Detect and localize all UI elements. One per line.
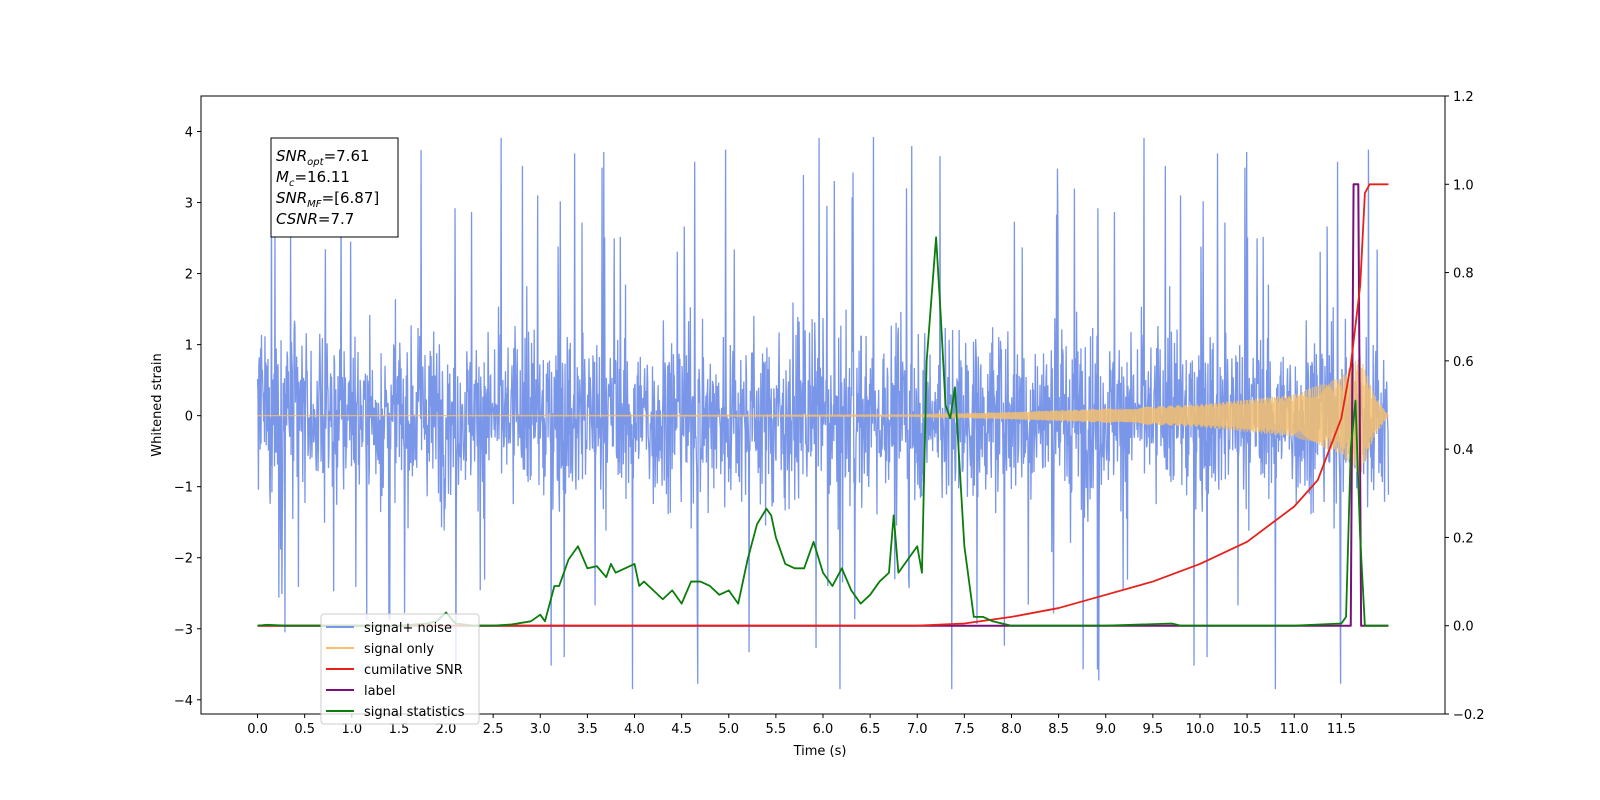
series-layer — [256, 137, 1390, 690]
x-tick-label: 7.0 — [907, 722, 928, 737]
x-tick-label: 2.5 — [483, 722, 504, 737]
x-tick-label: 11.5 — [1327, 722, 1356, 737]
y-tick-label: 1 — [185, 339, 193, 354]
y2-tick-label: 0.4 — [1453, 443, 1474, 458]
annotation-line: Mc=16.11 — [276, 168, 350, 189]
x-tick-label: 1.0 — [341, 722, 362, 737]
x-tick-label: 10.5 — [1233, 722, 1262, 737]
y-axis-label: Whitened strain — [150, 353, 165, 456]
legend-entry-label: cumilative SNR — [364, 663, 463, 678]
legend-entry-label: label — [364, 684, 395, 699]
annotation-line: SNRopt=7.61 — [276, 147, 370, 168]
series-signal-statistics-line — [257, 236, 1389, 627]
legend-entry-label: signal+ noise — [364, 621, 452, 636]
y2-tick-label: 0.0 — [1453, 620, 1474, 635]
x-tick-label: 6.0 — [813, 722, 834, 737]
x-axis-label: Time (s) — [793, 744, 847, 759]
x-tick-label: 3.5 — [577, 722, 598, 737]
x-tick-label: 7.5 — [954, 722, 975, 737]
y-tick-label: −4 — [174, 694, 193, 709]
x-tick-label: 4.0 — [624, 722, 645, 737]
y-axis-right: −0.2 0.0 0.2 0.4 0.6 0.8 1.0 1.2 — [1445, 90, 1485, 723]
y-tick-label: −2 — [174, 552, 193, 567]
legend: signal+ noise signal only cumilative SNR la… — [320, 613, 480, 725]
x-tick-label: 5.5 — [766, 722, 787, 737]
y2-tick-label: 1.2 — [1453, 90, 1474, 105]
y2-tick-label: 0.6 — [1453, 355, 1474, 370]
y2-tick-label: −0.2 — [1453, 708, 1485, 723]
x-tick-label: 9.0 — [1095, 722, 1116, 737]
legend-frame — [320, 613, 480, 725]
x-tick-label: 2.0 — [436, 722, 457, 737]
y-tick-label: 4 — [185, 126, 193, 141]
y-tick-label: 3 — [185, 197, 193, 212]
series-signal-only-line — [257, 355, 1389, 473]
x-tick-label: 6.5 — [860, 722, 881, 737]
legend-entry-label: signal only — [364, 642, 434, 657]
y2-tick-label: 0.8 — [1453, 267, 1474, 282]
x-tick-label: 3.0 — [530, 722, 551, 737]
annotation-line: CSNR=7.7 — [276, 210, 354, 228]
x-tick-label: 9.5 — [1143, 722, 1164, 737]
x-tick-label: 8.0 — [1001, 722, 1022, 737]
annotation-frame — [270, 137, 399, 238]
y2-tick-label: 0.2 — [1453, 531, 1474, 546]
x-tick-label: 0.0 — [247, 722, 268, 737]
x-tick-label: 0.5 — [294, 722, 315, 737]
x-tick-label: 11.0 — [1280, 722, 1309, 737]
y-tick-label: 0 — [185, 410, 193, 425]
series-cumulative-snr-line — [257, 183, 1389, 627]
x-axis: 0.0 0.5 1.0 1.5 2.0 2.5 3.0 3.5 4.0 4.5 5.0 5.5 6.0 6… — [247, 714, 1356, 737]
x-tick-label: 1.5 — [389, 722, 410, 737]
y-axis-left: −4 −3 −2 −1 0 1 2 3 4 — [174, 126, 201, 709]
x-tick-label: 5.0 — [718, 722, 739, 737]
y-tick-label: −3 — [174, 623, 193, 638]
y2-tick-label: 1.0 — [1453, 178, 1474, 193]
y-tick-label: 2 — [185, 268, 193, 283]
series-signal-noise-line — [256, 137, 1390, 690]
x-tick-label: 4.5 — [671, 722, 692, 737]
legend-entry-label: signal statistics — [364, 705, 465, 720]
x-tick-label: 10.0 — [1185, 722, 1214, 737]
y-tick-label: −1 — [174, 481, 193, 496]
annotation-line: SNRMF=[6.87] — [276, 189, 379, 210]
x-tick-label: 8.5 — [1048, 722, 1069, 737]
